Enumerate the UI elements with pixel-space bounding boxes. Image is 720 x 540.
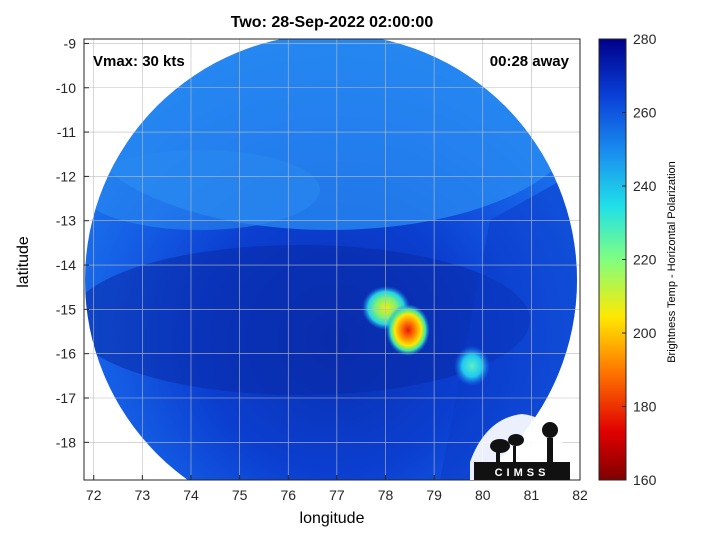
- x-tick-label: 80: [475, 487, 491, 503]
- cimss-logo-text: CIMSS: [495, 467, 550, 479]
- x-tick-label: 76: [280, 487, 296, 503]
- colorbar-tick-label: 220: [633, 252, 657, 268]
- vmax-annotation: Vmax: 30 kts: [93, 53, 185, 70]
- x-axis: 72 73 74 75 76 77 78 79 80 81 82: [86, 475, 588, 503]
- x-tick-label: 73: [135, 487, 151, 503]
- y-tick-label: -13: [56, 213, 76, 229]
- x-tick-label: 81: [524, 487, 540, 503]
- plot-frame: [83, 38, 581, 481]
- colorbar: [598, 38, 627, 481]
- y-tick-label: -11: [57, 124, 76, 140]
- colorbar-ticks: 160 180 200 220 240 260 280: [622, 31, 657, 488]
- colorbar-tick-label: 160: [633, 472, 657, 488]
- x-tick-label: 77: [329, 487, 345, 503]
- colorbar-tick-label: 280: [633, 31, 657, 47]
- colorbar-tick-label: 180: [633, 399, 657, 415]
- y-tick-label: -18: [56, 434, 76, 450]
- x-tick-label: 75: [232, 487, 248, 503]
- x-axis-label: longitude: [299, 510, 365, 527]
- chart-title: Two: 28-Sep-2022 02:00:00: [230, 14, 434, 31]
- y-tick-label: -10: [56, 80, 76, 96]
- colorbar-tick-label: 200: [633, 325, 657, 341]
- y-tick-label: -12: [56, 168, 76, 184]
- y-tick-label: -9: [64, 35, 77, 51]
- time-away-annotation: 00:28 away: [489, 53, 569, 70]
- colorbar-tick-label: 260: [633, 105, 657, 121]
- cold-feature: [386, 304, 430, 356]
- y-tick-label: -16: [56, 346, 76, 362]
- cold-feature: [454, 346, 490, 386]
- x-tick-label: 82: [572, 487, 588, 503]
- y-tick-label: -17: [56, 390, 76, 406]
- x-tick-label: 78: [378, 487, 394, 503]
- y-tick-label: -15: [56, 301, 76, 317]
- cimss-logo: CIMSS: [470, 414, 570, 480]
- x-tick-label: 72: [86, 487, 102, 503]
- y-axis: -9 -10 -11 -12 -13 -14 -15 -16 -17 -18: [56, 35, 89, 450]
- colorbar-tick-label: 240: [633, 178, 657, 194]
- y-tick-label: -14: [56, 257, 76, 273]
- grid-lines: [84, 39, 581, 480]
- x-tick-label: 74: [183, 487, 199, 503]
- x-tick-label: 79: [426, 487, 442, 503]
